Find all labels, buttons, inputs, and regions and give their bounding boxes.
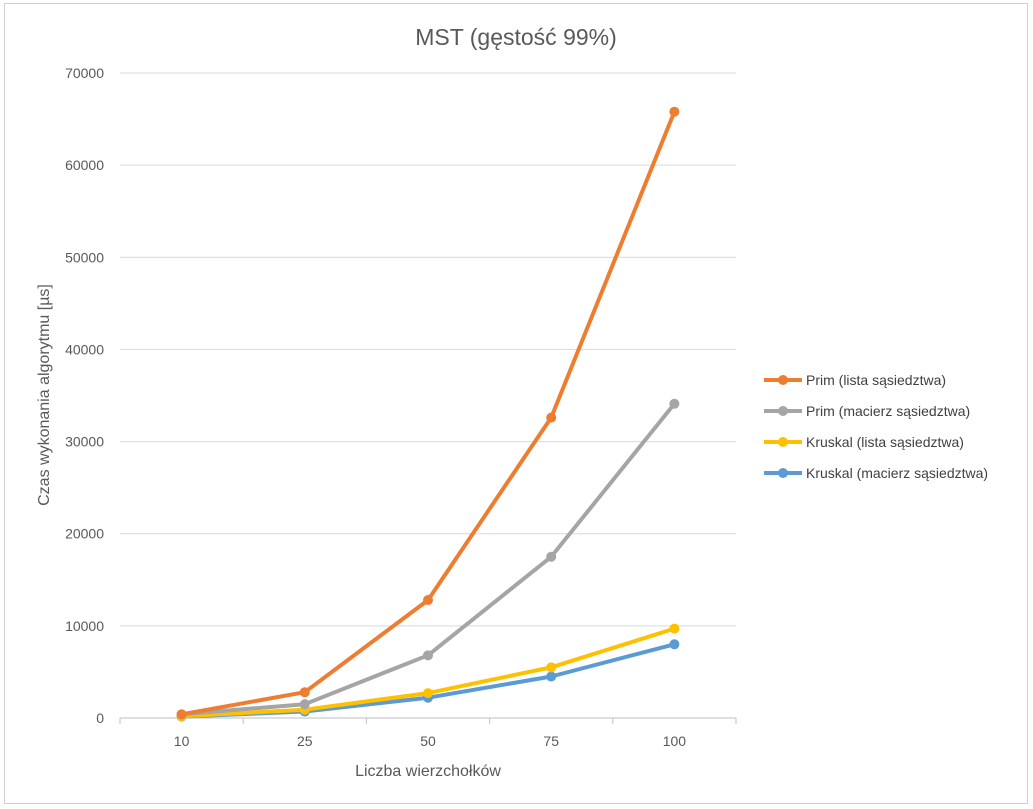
chart-title: MST (gęstość 99%) [415, 24, 617, 50]
series-2 [176, 398, 680, 720]
y-tick-label: 50000 [65, 249, 104, 265]
legend-label: Prim (macierz sąsiedztwa) [806, 403, 970, 419]
legend-swatch-marker [778, 437, 788, 447]
y-axis-title: Czas wykonania algorytmu [µs] [36, 284, 53, 506]
data-point [299, 699, 310, 710]
legend-label: Kruskal (macierz sąsiedztwa) [806, 465, 988, 481]
data-point [669, 398, 680, 409]
data-point [546, 551, 557, 562]
legend: Prim (lista sąsiedztwa) Prim (macierz sąs… [764, 372, 988, 481]
legend-swatch-marker [778, 406, 788, 416]
y-tick-label: 40000 [65, 341, 104, 357]
series-group [176, 106, 680, 722]
data-point [546, 671, 557, 682]
series-line [179, 109, 677, 717]
data-point [423, 688, 433, 699]
legend-swatch-marker [778, 375, 788, 385]
x-axis-title: Liczba wierzchołków [355, 763, 501, 780]
data-point [669, 623, 680, 634]
series-line [179, 401, 677, 717]
data-point [299, 687, 310, 698]
legend-item: Kruskal (macierz sąsiedztwa) [764, 465, 988, 481]
x-tick-label: 100 [663, 733, 687, 749]
x-tick-label: 25 [297, 733, 313, 749]
legend-item: Kruskal (lista sąsiedztwa) [764, 434, 964, 450]
legend-swatch-marker [778, 468, 788, 478]
data-point [423, 650, 433, 661]
legend-item: Prim (macierz sąsiedztwa) [764, 403, 970, 419]
data-point [546, 662, 557, 673]
series-1 [176, 106, 680, 720]
y-tick-label: 60000 [65, 157, 104, 173]
legend-label: Prim (lista sąsiedztwa) [806, 372, 946, 388]
y-tick-label: 10000 [65, 618, 104, 634]
data-point [669, 106, 680, 117]
data-point [176, 709, 187, 720]
data-point [546, 412, 557, 423]
chart-frame [4, 3, 1028, 804]
legend-item: Prim (lista sąsiedztwa) [764, 372, 946, 388]
y-tick-label: 20000 [65, 526, 104, 542]
tick-labels: 0 10000 20000 30000 40000 50000 60000 70000 10 25… [65, 65, 686, 749]
x-tick-label: 10 [174, 733, 190, 749]
data-point [669, 639, 680, 650]
y-tick-label: 70000 [65, 65, 104, 81]
legend-label: Kruskal (lista sąsiedztwa) [806, 434, 964, 450]
x-tick-label: 50 [420, 733, 436, 749]
gridlines [119, 72, 737, 724]
data-point [423, 595, 433, 606]
y-tick-label: 0 [96, 710, 104, 726]
x-tick-label: 75 [543, 733, 559, 749]
y-tick-label: 30000 [65, 434, 104, 450]
